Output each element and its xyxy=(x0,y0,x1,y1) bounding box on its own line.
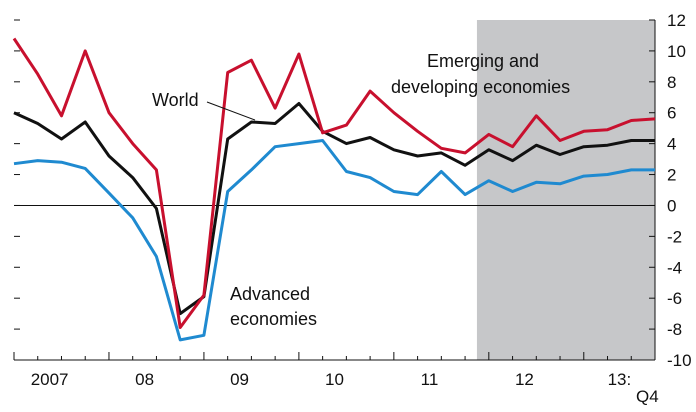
x-tick-label: 11 xyxy=(421,370,439,389)
advanced-annotation-line2: economies xyxy=(230,309,317,329)
x-tick-label: 10 xyxy=(325,370,344,389)
x-ticks xyxy=(13,352,656,360)
y-tick-label: 10 xyxy=(667,42,686,61)
y-tick-label: 2 xyxy=(667,166,676,185)
y-tick-label: 0 xyxy=(667,196,676,215)
x-tick-labels: 2007 08 09 10 11 12 13: xyxy=(31,370,632,389)
y-tick-label: -8 xyxy=(667,320,682,339)
series-advanced-economies xyxy=(13,139,655,342)
y-tick-label: -2 xyxy=(667,227,682,246)
world-leader-line xyxy=(206,101,256,121)
world-annotation: World xyxy=(152,90,199,110)
x-tick-label: 12 xyxy=(515,370,534,389)
x-sublabel: Q4 xyxy=(636,387,659,406)
x-tick-label: 08 xyxy=(135,370,154,389)
x-tick-label: 2007 xyxy=(31,370,69,389)
y-tick-label: 4 xyxy=(667,135,676,154)
emerging-annotation-line1: Emerging and xyxy=(427,51,539,71)
y-tick-label: 6 xyxy=(667,104,676,123)
series-emerging-developing xyxy=(12,37,656,329)
emerging-annotation-line2: developing economies xyxy=(391,77,570,97)
y-tick-label: -6 xyxy=(667,289,682,308)
x-tick-label: 13: xyxy=(608,370,632,389)
y-tick-label: -4 xyxy=(667,258,682,277)
forecast-shading xyxy=(476,20,655,360)
y-tick-label: 8 xyxy=(667,73,676,92)
advanced-annotation-line1: Advanced xyxy=(230,284,310,304)
y-tick-labels: 12 10 8 6 4 2 0 -2 -4 -6 -8 -10 xyxy=(667,11,692,370)
series-world xyxy=(13,102,655,316)
x-tick-label: 09 xyxy=(230,370,249,389)
y-tick-label: 12 xyxy=(667,11,686,30)
y-tick-label: -10 xyxy=(667,351,692,370)
